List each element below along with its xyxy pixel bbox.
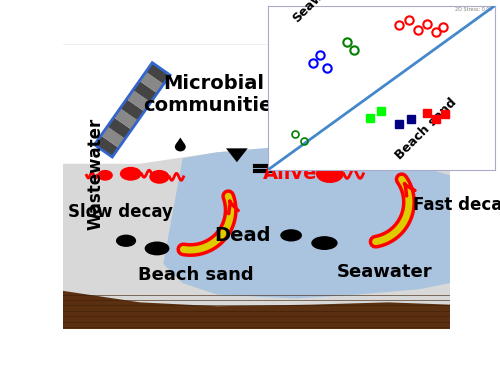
- Polygon shape: [146, 63, 170, 84]
- Polygon shape: [120, 99, 144, 121]
- Text: Slow decay: Slow decay: [68, 203, 173, 221]
- Polygon shape: [133, 81, 157, 102]
- Polygon shape: [108, 117, 132, 139]
- Ellipse shape: [144, 242, 170, 255]
- Ellipse shape: [280, 156, 302, 171]
- Text: Dead: Dead: [214, 226, 270, 245]
- Ellipse shape: [175, 142, 186, 151]
- Text: Alive: Alive: [262, 164, 317, 183]
- Text: Beach sand: Beach sand: [392, 96, 459, 162]
- Text: Microbial
communities: Microbial communities: [143, 74, 284, 115]
- Text: Seawater: Seawater: [290, 0, 346, 25]
- Ellipse shape: [312, 236, 338, 250]
- Polygon shape: [101, 127, 125, 148]
- Polygon shape: [62, 44, 450, 164]
- Polygon shape: [114, 108, 138, 130]
- Polygon shape: [62, 291, 450, 329]
- Ellipse shape: [98, 170, 113, 181]
- Polygon shape: [226, 148, 248, 162]
- Text: Beach sand: Beach sand: [138, 266, 254, 285]
- Text: Wastewater: Wastewater: [86, 118, 104, 230]
- Ellipse shape: [120, 167, 142, 181]
- Polygon shape: [126, 90, 151, 111]
- Ellipse shape: [150, 170, 170, 184]
- Ellipse shape: [316, 165, 344, 183]
- Text: Seawater: Seawater: [336, 263, 432, 280]
- Polygon shape: [176, 138, 185, 145]
- Polygon shape: [62, 44, 450, 329]
- Text: 2D Stress: 0.09: 2D Stress: 0.09: [456, 7, 492, 12]
- Polygon shape: [140, 72, 164, 93]
- Polygon shape: [94, 135, 118, 157]
- Text: Fast decay: Fast decay: [413, 196, 500, 213]
- Ellipse shape: [280, 229, 302, 242]
- Ellipse shape: [116, 235, 136, 247]
- Polygon shape: [163, 147, 450, 299]
